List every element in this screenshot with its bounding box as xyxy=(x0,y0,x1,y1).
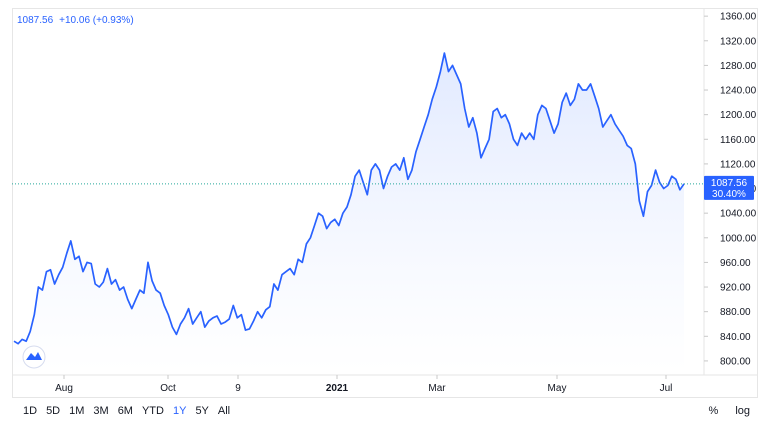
range-button-1y[interactable]: 1Y xyxy=(172,405,187,417)
x-tick-label: Mar xyxy=(428,383,446,394)
range-button-5y[interactable]: 5Y xyxy=(195,405,209,417)
range-button-1d[interactable]: 1D xyxy=(23,405,38,417)
log-scale-button[interactable]: log xyxy=(735,405,750,417)
y-tick-label: 920.00 xyxy=(720,283,751,294)
x-tick-label: May xyxy=(548,383,567,394)
series-area xyxy=(14,53,684,372)
scale-tools: % log xyxy=(694,405,750,417)
range-button-1m[interactable]: 1M xyxy=(69,405,85,417)
y-tick-label: 1280.00 xyxy=(720,61,757,72)
range-button-ytd[interactable]: YTD xyxy=(141,405,164,417)
percent-scale-button[interactable]: % xyxy=(708,405,719,417)
tradingview-logo-mark xyxy=(26,352,42,360)
y-tick-label: 880.00 xyxy=(720,307,751,318)
x-tick-label: 9 xyxy=(235,383,241,394)
x-tick-label: Jul xyxy=(660,383,673,394)
y-tick-label: 840.00 xyxy=(720,332,751,343)
y-tick-label: 1360.00 xyxy=(720,12,757,23)
y-tick-label: 1200.00 xyxy=(720,110,757,121)
chart-frame xyxy=(12,8,758,398)
y-tick-label: 800.00 xyxy=(720,356,751,367)
x-tick-label: 2021 xyxy=(326,383,349,394)
x-tick-label: Aug xyxy=(55,383,73,394)
y-tick-label: 1240.00 xyxy=(720,86,757,97)
y-tick-label: 1000.00 xyxy=(720,233,757,244)
price-tag-percent: 30.40% xyxy=(712,189,746,200)
quote-price: 1087.56 xyxy=(17,15,54,26)
y-tick-label: 960.00 xyxy=(720,258,751,269)
y-tick-label: 1160.00 xyxy=(720,135,756,146)
quote-header: 1087.56 +10.06 (+0.93%) xyxy=(17,15,140,26)
y-tick-label: 1040.00 xyxy=(720,209,757,220)
y-tick-label: 1120.00 xyxy=(720,159,756,170)
price-tag-value: 1087.56 xyxy=(711,178,748,189)
range-button-5d[interactable]: 5D xyxy=(46,405,61,417)
quote-change: +10.06 (+0.93%) xyxy=(59,15,134,26)
range-button-6m[interactable]: 6M xyxy=(117,405,133,417)
series-line[interactable] xyxy=(13,52,685,345)
price-tag-box xyxy=(704,175,754,200)
range-button-all[interactable]: All xyxy=(217,405,231,417)
range-button-3m[interactable]: 3M xyxy=(93,405,109,417)
x-tick-label: Oct xyxy=(160,383,176,394)
range-toolbar: 1D 5D 1M 3M 6M YTD 1Y 5Y All xyxy=(23,405,239,417)
y-tick-label: 1320.00 xyxy=(720,36,757,47)
